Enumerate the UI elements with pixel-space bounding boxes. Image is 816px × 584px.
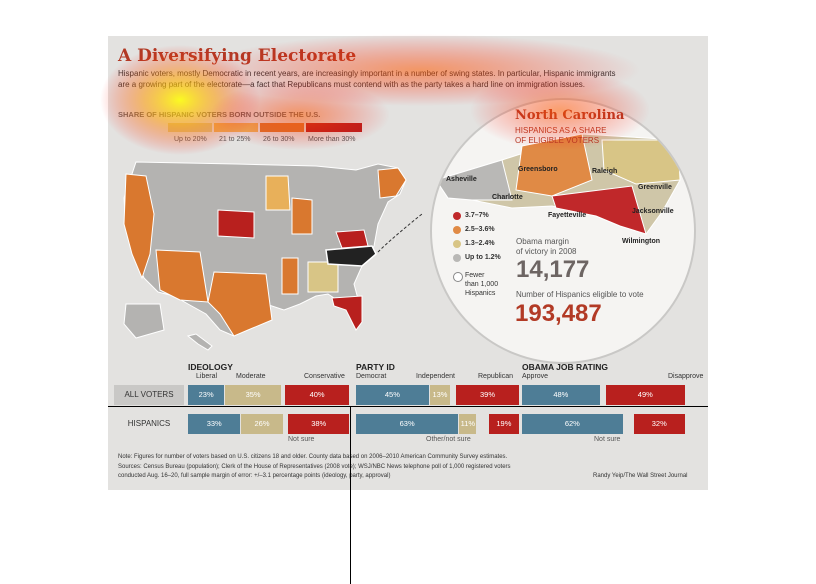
series-label-1-1: Independent: [416, 373, 455, 380]
state-north-carolina: [325, 245, 377, 267]
not-sure-label-1: Other/not sure: [426, 436, 471, 443]
nc-subtitle-1: HISPANICS AS A SHARE: [515, 126, 607, 135]
overlay-horizontal-line: [108, 406, 708, 407]
chart-title-1: PARTY ID: [356, 362, 395, 372]
bar-0-0-1: 35%: [225, 385, 281, 405]
bar-1-1-2: 19%: [488, 414, 519, 434]
state-midwest-b: [291, 197, 313, 235]
series-label-2-1: Disapprove: [668, 373, 704, 380]
state-northeast: [377, 167, 407, 199]
series-label-0-2: Conservative: [304, 373, 345, 380]
state-southwest: [155, 249, 209, 303]
nc-legend-dot-5: [453, 272, 463, 282]
series-label-1-2: Republican: [478, 373, 514, 380]
obama-margin-label-2: of victory in 2008: [516, 247, 577, 256]
obama-margin-value: 14,177: [516, 256, 590, 283]
connector-arrow: [377, 213, 423, 253]
not-sure-label-0: Not sure: [288, 436, 315, 443]
footer-note: Note: Figures for number of voters based…: [118, 454, 508, 460]
nc-counties-west: [435, 159, 513, 201]
bar-0-1-2: 38%: [288, 414, 349, 434]
city-asheville: Asheville: [446, 176, 477, 183]
bar-2-1-0: 62%: [522, 414, 623, 434]
series-label-0-1: Moderate: [236, 373, 266, 380]
city-jacksonville: Jacksonville: [632, 208, 674, 215]
eligible-label: Number of Hispanics eligible to vote: [516, 290, 644, 299]
nc-legend-label-3: 1.3–2.4%: [465, 240, 495, 247]
nc-legend-dot-1: [453, 212, 461, 220]
state-alaska: [123, 303, 165, 339]
bar-1-0-1: 13%: [429, 385, 451, 405]
eligible-value: 193,487: [515, 300, 602, 327]
nc-legend-dot-4: [453, 254, 461, 262]
infographic-panel: A Diversifying Electorate Hispanic voter…: [108, 36, 708, 490]
nc-legend-dot-2: [453, 226, 461, 234]
state-florida: [331, 295, 363, 331]
state-midwest-a: [265, 175, 291, 211]
city-fayetteville: Fayetteville: [548, 212, 587, 219]
bar-1-1-1: 11%: [459, 414, 477, 434]
legend-label-over-30: More than 30%: [308, 136, 356, 143]
nc-legend-label-2: 2.5–3.6%: [465, 226, 495, 233]
bar-1-0-2: 39%: [456, 385, 519, 405]
chart-title-2: OBAMA JOB RATING: [522, 362, 608, 372]
nc-legend-dot-3: [453, 240, 461, 248]
page-title: A Diversifying Electorate: [118, 46, 357, 66]
bar-1-1-0: 63%: [356, 414, 459, 434]
series-label-2-0: Approve: [522, 373, 549, 380]
intro-line-1: Hispanic voters, mostly Democratic in re…: [118, 69, 616, 78]
bar-0-0-0: 23%: [188, 385, 225, 405]
city-greenville: Greenville: [638, 184, 672, 191]
state-west-coast: [123, 173, 155, 280]
city-greensboro: Greensboro: [518, 166, 558, 173]
nc-legend-label-5b: than 1,000: [465, 281, 499, 288]
overlay-vertical-line: [350, 406, 351, 584]
nc-legend-label-4: Up to 1.2%: [465, 254, 501, 261]
footer-credit: Randy Yeip/The Wall Street Journal: [593, 473, 688, 479]
bar-1-0-0: 45%: [356, 385, 429, 405]
nc-legend-label-5c: Hispanics: [465, 290, 496, 297]
bar-2-0-0: 48%: [522, 385, 600, 405]
nc-subtitle-2: OF ELIGIBLE VOTERS: [515, 136, 600, 145]
legend-label-up-to-20: Up to 20%: [174, 136, 207, 143]
city-wilmington: Wilmington: [622, 238, 661, 245]
state-texas: [207, 271, 273, 337]
state-south-a: [281, 257, 299, 295]
bar-2-1-1: 32%: [633, 414, 685, 434]
obama-margin-label-1: Obama margin: [516, 237, 569, 246]
city-raleigh: Raleigh: [592, 168, 618, 175]
state-plains: [217, 209, 255, 239]
legend-swatch-26-30: [260, 123, 304, 132]
legend-label-26-30: 26 to 30%: [263, 136, 295, 143]
map-legend-title: SHARE OF HISPANIC VOTERS BORN OUTSIDE TH…: [118, 110, 321, 119]
legend-label-21-25: 21 to 25%: [219, 136, 251, 143]
state-virginia: [335, 229, 369, 249]
intro-line-2: are a growing part of the electorate—a f…: [118, 80, 585, 89]
chart-title-0: IDEOLOGY: [188, 362, 233, 372]
series-label-1-0: Democrat: [356, 373, 387, 380]
state-south-b: [307, 261, 339, 293]
bar-0-0-2: 40%: [285, 385, 349, 405]
legend-swatch-21-25: [214, 123, 258, 132]
footer-sources-1: Sources: Census Bureau (population); Cle…: [118, 464, 511, 470]
nc-legend-label-5: Fewer: [465, 272, 485, 279]
bar-0-1-1: 26%: [241, 414, 283, 434]
nc-title: North Carolina: [515, 108, 625, 123]
state-hawaii: [186, 333, 213, 351]
row-label-hispanics: HISPANICS: [127, 419, 171, 428]
nc-legend-label-1: 3.7–7%: [465, 212, 489, 219]
legend-swatch-over-30: [306, 123, 362, 132]
series-label-0-0: Liberal: [196, 373, 218, 380]
us-map: [123, 161, 423, 351]
city-charlotte: Charlotte: [492, 194, 523, 201]
bar-0-1-0: 33%: [188, 414, 241, 434]
row-label-all-voters: ALL VOTERS: [114, 385, 184, 405]
not-sure-label-2: Not sure: [594, 436, 621, 443]
nc-counties-hot: [551, 185, 647, 235]
legend-swatch-up-to-20: [168, 123, 212, 132]
bar-2-0-1: 49%: [605, 385, 685, 405]
footer-sources-2: conducted Aug. 16–20, full sample margin…: [118, 473, 391, 479]
